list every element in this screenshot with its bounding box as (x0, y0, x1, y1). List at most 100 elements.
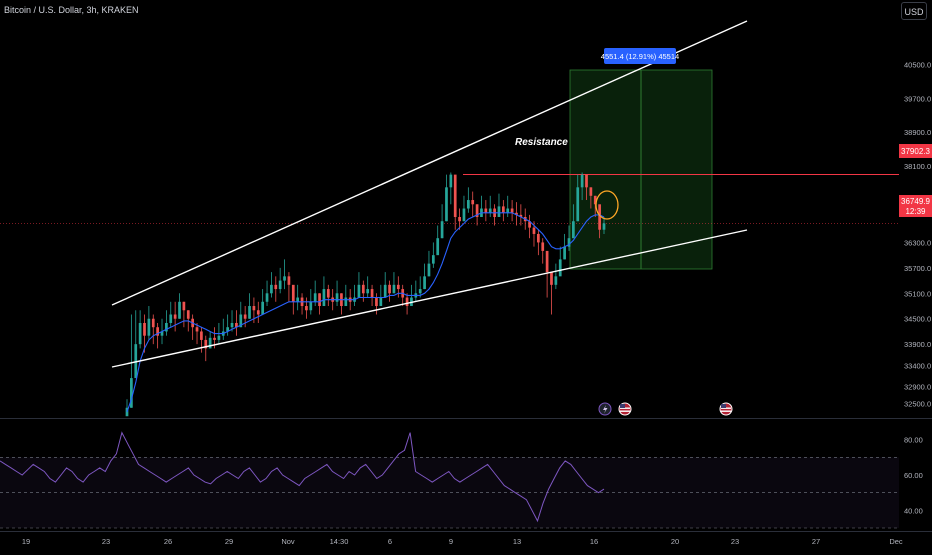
candle[interactable] (261, 289, 265, 315)
candle[interactable] (270, 272, 273, 298)
candle[interactable] (388, 280, 391, 302)
candle[interactable] (283, 259, 286, 290)
currency-button[interactable]: USD (901, 2, 927, 20)
candle[interactable] (580, 172, 584, 201)
candle[interactable] (537, 229, 540, 256)
candle[interactable] (361, 280, 365, 302)
candle[interactable] (515, 202, 518, 226)
us-flag-icon[interactable] (618, 402, 632, 416)
candle[interactable] (558, 246, 562, 277)
candle[interactable] (427, 250, 431, 277)
candle[interactable] (567, 225, 571, 251)
candle[interactable] (248, 293, 251, 319)
candle[interactable] (375, 293, 378, 315)
candle[interactable] (147, 306, 151, 340)
candle[interactable] (370, 284, 374, 307)
candle[interactable] (287, 272, 291, 302)
candle[interactable] (226, 314, 230, 336)
candle[interactable] (431, 242, 435, 268)
candle[interactable] (274, 276, 278, 302)
candle[interactable] (576, 174, 580, 222)
us-flag-icon[interactable] (719, 402, 733, 416)
candle[interactable] (239, 301, 243, 328)
candle[interactable] (449, 172, 453, 205)
moving-average-line[interactable] (126, 212, 605, 413)
candle[interactable] (453, 174, 457, 230)
candle[interactable] (572, 204, 575, 239)
candle[interactable] (130, 314, 133, 408)
candle[interactable] (379, 284, 383, 307)
candle[interactable] (173, 301, 177, 332)
candle[interactable] (243, 306, 247, 328)
candle[interactable] (134, 310, 138, 379)
candle[interactable] (396, 276, 400, 298)
price-tick-label: 39700.0 (904, 94, 931, 103)
candle[interactable] (519, 204, 523, 226)
candle[interactable] (195, 322, 199, 345)
candle[interactable] (143, 314, 146, 353)
candle[interactable] (169, 301, 173, 328)
candle[interactable] (182, 301, 186, 328)
candle-body (195, 327, 199, 332)
candle[interactable] (593, 195, 597, 217)
candle[interactable] (550, 272, 553, 315)
candle[interactable] (138, 310, 142, 349)
candle[interactable] (265, 280, 269, 307)
candle[interactable] (488, 195, 492, 217)
candle[interactable] (528, 214, 531, 239)
candle[interactable] (506, 195, 510, 217)
candle[interactable] (458, 208, 461, 230)
candle[interactable] (305, 297, 308, 319)
candle[interactable] (466, 187, 470, 213)
lightning-icon[interactable] (598, 402, 612, 416)
candle[interactable] (335, 280, 339, 307)
candle[interactable] (471, 191, 475, 217)
candle[interactable] (256, 301, 260, 323)
candle[interactable] (322, 276, 326, 307)
candle[interactable] (602, 217, 606, 234)
candle[interactable] (156, 322, 159, 349)
candle[interactable] (230, 310, 234, 332)
candle[interactable] (462, 195, 466, 222)
candle[interactable] (366, 276, 370, 298)
rsi-line[interactable] (0, 431, 605, 523)
candle-body (396, 284, 400, 290)
candle[interactable] (541, 238, 545, 264)
candle[interactable] (278, 267, 282, 294)
highlight-circle[interactable] (595, 190, 619, 220)
candle[interactable] (178, 293, 181, 319)
candle[interactable] (318, 293, 321, 315)
candle[interactable] (484, 200, 488, 222)
candle[interactable] (418, 276, 422, 298)
candle[interactable] (326, 284, 330, 307)
candle[interactable] (235, 310, 238, 336)
candle[interactable] (554, 263, 558, 290)
candle-body (567, 238, 571, 247)
candle[interactable] (501, 200, 505, 222)
candle[interactable] (545, 250, 549, 298)
candle-body (418, 289, 422, 294)
candle[interactable] (165, 310, 168, 336)
candle-body (370, 289, 374, 298)
lower-trendline[interactable] (111, 229, 748, 368)
upper-trendline[interactable] (111, 20, 748, 306)
candle[interactable] (598, 204, 601, 239)
candle[interactable] (204, 335, 208, 362)
candle[interactable] (510, 200, 514, 222)
candle[interactable] (151, 314, 155, 345)
candle[interactable] (585, 174, 588, 201)
candle[interactable] (383, 272, 387, 298)
candle[interactable] (436, 225, 440, 256)
candle-body (182, 301, 186, 311)
candle[interactable] (344, 284, 348, 307)
candle[interactable] (445, 174, 448, 222)
candle[interactable] (392, 272, 396, 294)
candle[interactable] (440, 204, 444, 239)
candle[interactable] (296, 284, 300, 311)
candle[interactable] (589, 187, 593, 209)
candle[interactable] (423, 263, 426, 290)
symbol-title[interactable]: Bitcoin / U.S. Dollar, 3h, KRAKEN (4, 5, 139, 15)
candle[interactable] (357, 272, 361, 298)
